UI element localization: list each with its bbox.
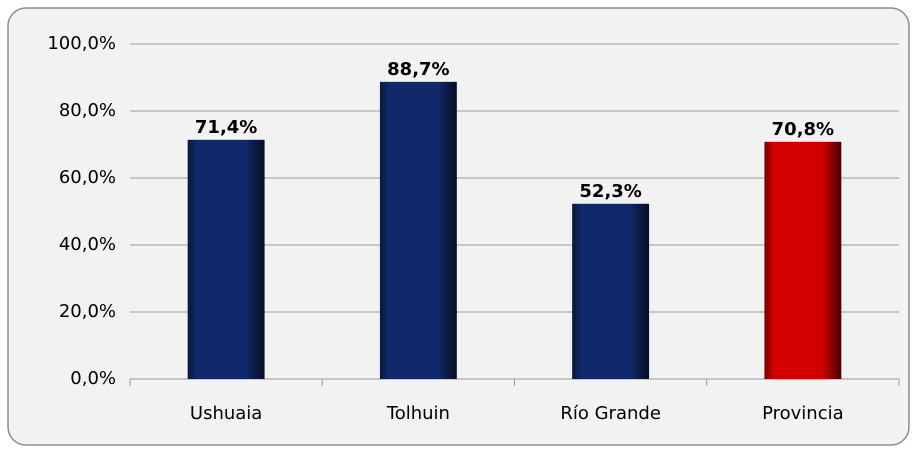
value-label: 52,3%: [579, 181, 641, 202]
y-tick-label: 20,0%: [59, 301, 116, 322]
x-tick-label: Ushuaia: [190, 403, 262, 424]
y-tick-label: 80,0%: [59, 100, 116, 121]
x-tick-label: Río Grande: [560, 403, 661, 424]
bar: [379, 81, 457, 379]
bar: [764, 141, 842, 379]
bar: [572, 203, 650, 379]
bar: [187, 139, 265, 379]
y-tick-label: 100,0%: [47, 33, 116, 54]
value-label: 71,4%: [195, 117, 257, 138]
y-tick-label: 40,0%: [59, 234, 116, 255]
y-tick-label: 60,0%: [59, 167, 116, 188]
x-tick-label: Provincia: [762, 403, 844, 424]
x-tick-label: Tolhuin: [386, 403, 450, 424]
value-label: 70,8%: [772, 119, 834, 140]
value-label: 88,7%: [387, 59, 449, 80]
y-tick-label: 0,0%: [70, 368, 116, 389]
